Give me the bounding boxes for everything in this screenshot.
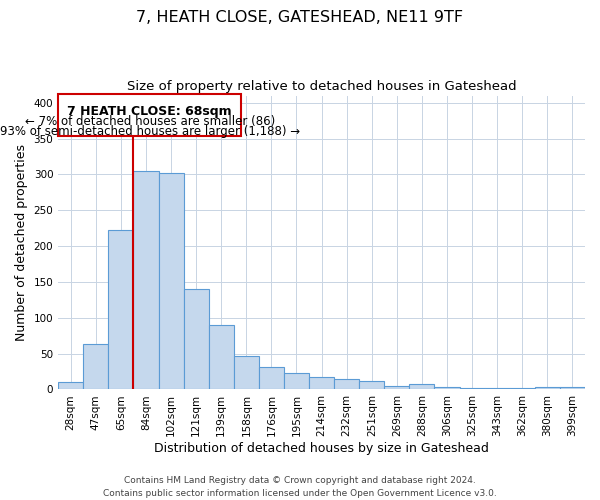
- Bar: [385, 386, 409, 390]
- Bar: [109, 230, 133, 390]
- Bar: [309, 378, 334, 390]
- Bar: [485, 388, 510, 390]
- Text: 93% of semi-detached houses are larger (1,188) →: 93% of semi-detached houses are larger (…: [0, 125, 300, 138]
- Bar: [234, 356, 259, 390]
- Bar: [83, 344, 109, 390]
- Bar: [434, 386, 460, 390]
- Bar: [510, 388, 535, 390]
- Bar: [460, 388, 485, 390]
- Text: 7 HEATH CLOSE: 68sqm: 7 HEATH CLOSE: 68sqm: [67, 105, 232, 118]
- Bar: [284, 373, 309, 390]
- Bar: [158, 173, 184, 390]
- Text: ← 7% of detached houses are smaller (86): ← 7% of detached houses are smaller (86): [25, 115, 275, 128]
- Bar: [334, 380, 359, 390]
- X-axis label: Distribution of detached houses by size in Gateshead: Distribution of detached houses by size …: [154, 442, 489, 455]
- Bar: [359, 381, 385, 390]
- Bar: [184, 289, 209, 390]
- Y-axis label: Number of detached properties: Number of detached properties: [15, 144, 28, 341]
- Text: Contains HM Land Registry data © Crown copyright and database right 2024.
Contai: Contains HM Land Registry data © Crown c…: [103, 476, 497, 498]
- Bar: [560, 386, 585, 390]
- Bar: [409, 384, 434, 390]
- Text: 7, HEATH CLOSE, GATESHEAD, NE11 9TF: 7, HEATH CLOSE, GATESHEAD, NE11 9TF: [136, 10, 464, 25]
- Title: Size of property relative to detached houses in Gateshead: Size of property relative to detached ho…: [127, 80, 517, 93]
- Bar: [209, 325, 234, 390]
- Bar: [535, 388, 560, 390]
- Bar: [133, 171, 158, 390]
- Bar: [259, 367, 284, 390]
- Bar: [58, 94, 241, 136]
- Bar: [58, 382, 83, 390]
